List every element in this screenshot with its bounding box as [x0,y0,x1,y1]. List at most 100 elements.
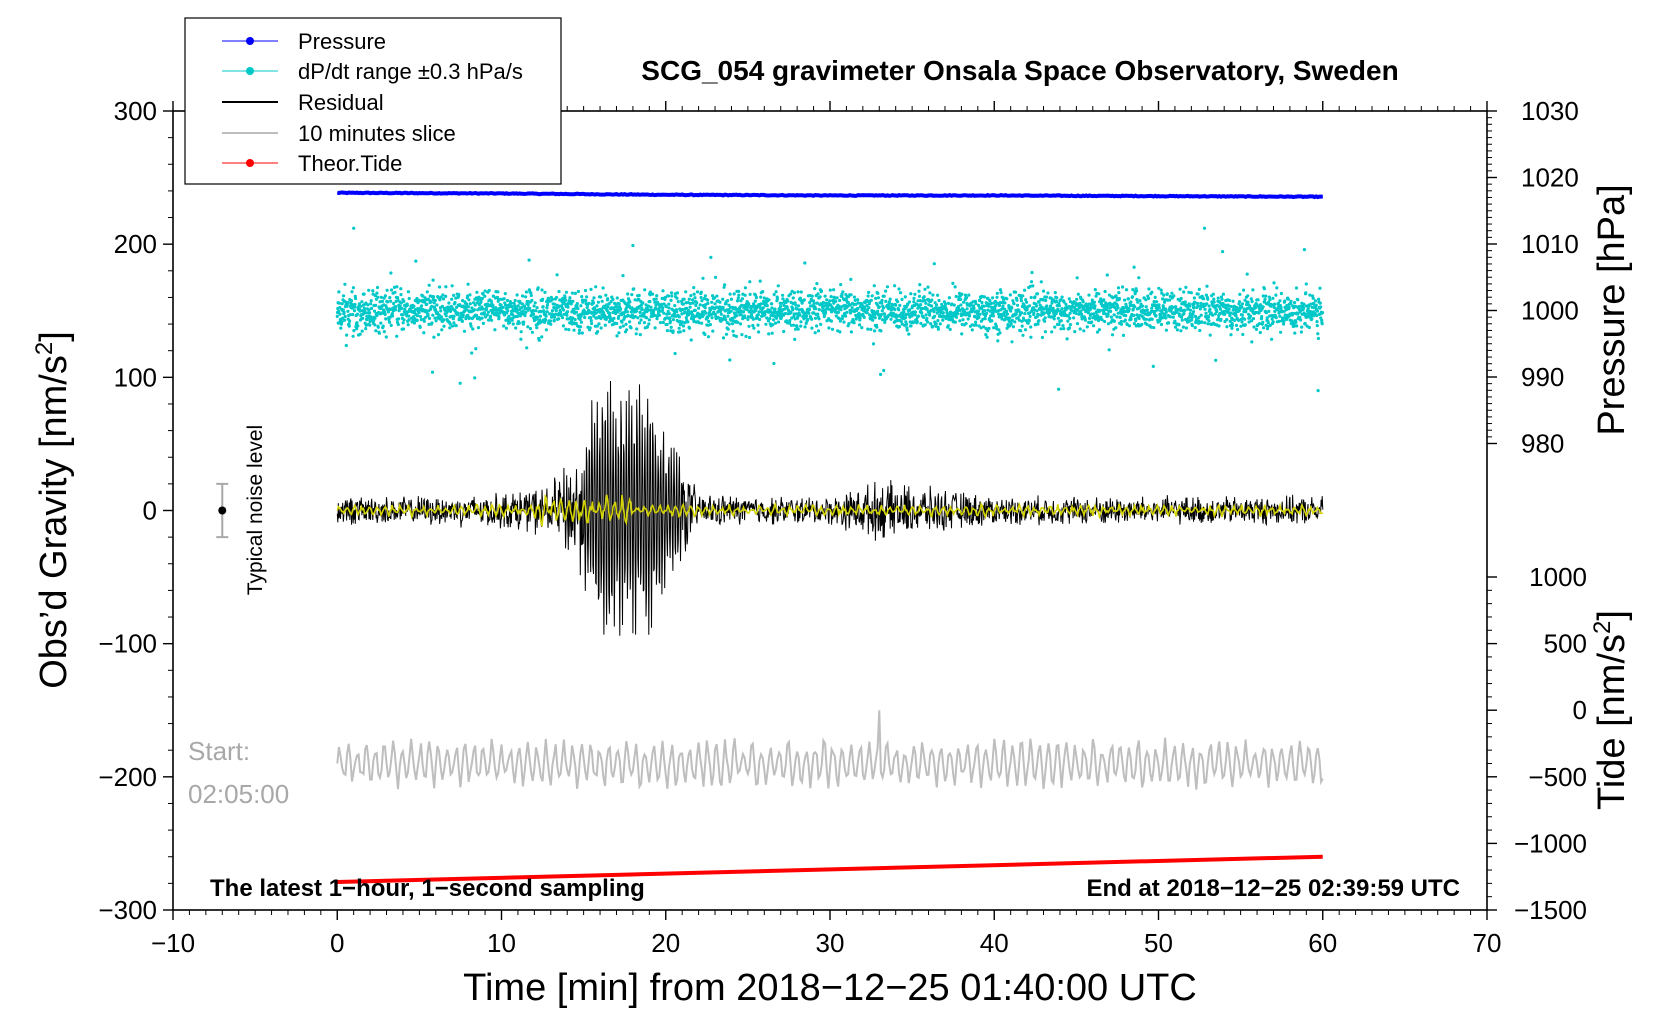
dpdt-point [1135,313,1139,317]
dpdt-point [1017,308,1021,312]
dpdt-point [699,295,703,300]
dpdt-point [1132,265,1136,269]
dpdt-point [767,298,771,302]
dpdt-point [653,300,657,304]
dpdt-point [815,282,819,286]
dpdt-point [344,343,348,348]
dpdt-point [441,293,445,297]
dpdt-point [510,304,514,309]
dpdt-point [763,313,767,317]
dpdt-point [1316,389,1320,393]
dpdt-point [1296,298,1300,302]
dpdt-point [812,299,816,303]
dpdt-point [1240,320,1244,324]
pressure-tick-label: 1000 [1521,296,1579,326]
dpdt-point [617,302,621,306]
dpdt-point [517,321,521,325]
dpdt-point [624,306,628,310]
dpdt-point [673,304,677,308]
dpdt-point [550,309,555,313]
dpdt-point [818,295,822,299]
dpdt-point [715,294,719,298]
dpdt-point [1014,312,1018,316]
dpdt-point [1268,323,1272,327]
dpdt-point [1036,322,1040,326]
tide-tick-label: 1000 [1529,562,1587,592]
dpdt-point [990,319,994,323]
dpdt-point [1197,287,1201,291]
dpdt-point [834,299,838,303]
dpdt-point [524,290,529,294]
dpdt-point [625,328,629,332]
dpdt-point [654,307,659,311]
dpdt-point [1264,311,1268,315]
dpdt-point [1211,313,1215,317]
pressure-tick-label: 980 [1521,429,1564,459]
dpdt-point [1207,304,1211,308]
dpdt-point [1184,326,1188,330]
dpdt-point [444,314,448,318]
dpdt-point [1165,292,1169,296]
dpdt-point [686,320,690,324]
dpdt-point [994,303,998,307]
dpdt-point [355,312,360,316]
dpdt-point [669,329,673,333]
dpdt-point [974,323,978,327]
dpdt-point [923,287,927,291]
dpdt-point [1094,294,1098,298]
dpdt-point [1027,319,1031,323]
dpdt-point [1212,300,1216,304]
dpdt-point [849,277,853,281]
dpdt-point [718,305,722,309]
dpdt-point [526,325,530,329]
dpdt-point [472,308,476,312]
dpdt-point [432,335,436,339]
dpdt-point [814,307,818,311]
pressure-line [336,190,1323,200]
dpdt-point [1068,323,1072,327]
dpdt-point [703,306,707,310]
dpdt-point [885,285,890,289]
dpdt-point [1150,290,1154,294]
dpdt-point [772,361,776,366]
dpdt-point [481,292,485,296]
dpdt-point [840,294,844,298]
dpdt-point [640,307,644,311]
dpdt-point [1205,284,1209,288]
dpdt-point [1305,304,1309,308]
dpdt-point [907,300,912,304]
dpdt-point [345,304,349,308]
dpdt-point [359,304,363,308]
dpdt-point [1203,307,1207,311]
tide-axis-title-sup: 2 [1589,621,1616,634]
dpdt-point [1107,348,1111,352]
dpdt-point [812,301,816,306]
dpdt-point [923,298,927,303]
dpdt-point [633,315,638,319]
dpdt-point [1032,311,1036,315]
dpdt-point [803,325,807,329]
dpdt-point [489,299,493,303]
dpdt-point [972,307,976,311]
dpdt-point [709,255,713,259]
dpdt-point [1238,292,1242,296]
dpdt-point [1049,304,1053,308]
legend-label-pressure: Pressure [298,29,386,54]
dpdt-point [782,329,786,334]
dpdt-point [757,330,761,334]
dpdt-point [1199,313,1203,317]
dpdt-point [358,332,362,336]
dpdt-point [869,298,873,302]
dpdt-point [390,312,394,316]
dpdt-point [917,294,922,298]
dpdt-point [685,306,689,310]
dpdt-point [884,289,888,293]
dpdt-point [1198,328,1202,333]
dpdt-point [429,300,433,304]
dpdt-point [599,295,603,299]
dpdt-point [374,303,378,307]
dpdt-point [591,301,596,305]
dpdt-point [903,295,907,299]
dpdt-point [1314,303,1318,307]
dpdt-point [1276,301,1280,305]
